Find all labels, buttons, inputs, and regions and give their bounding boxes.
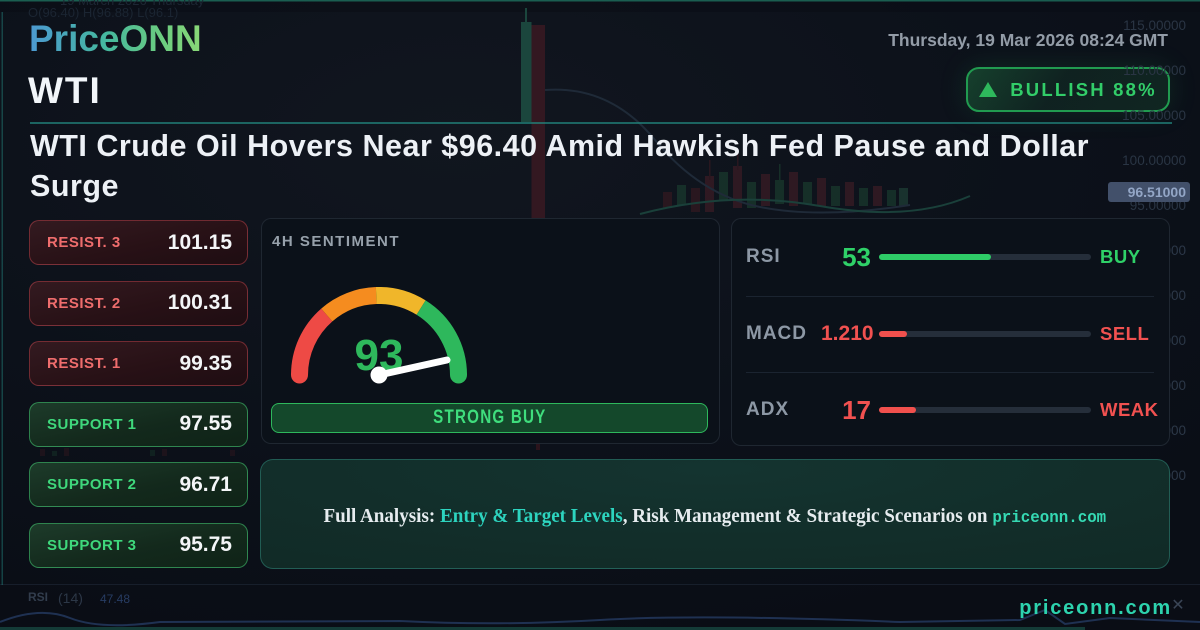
svg-text:19 March 2026 Thursday: 19 March 2026 Thursday <box>60 0 205 8</box>
svg-text:RSI: RSI <box>28 590 48 604</box>
svg-text:O(96.40) H(96.88) L(96.1): O(96.40) H(96.88) L(96.1) <box>28 5 178 20</box>
svg-text:✕: ✕ <box>1171 597 1184 614</box>
svg-text:(14): (14) <box>58 590 83 606</box>
svg-text:47.48: 47.48 <box>100 592 130 606</box>
